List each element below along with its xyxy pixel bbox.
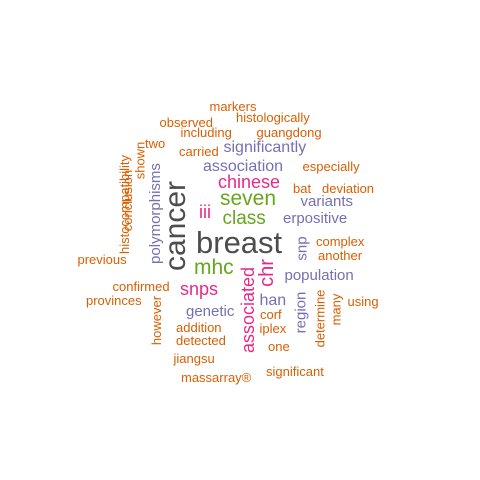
word-guangdong: guangdong	[256, 124, 322, 140]
word-polymorphisms: polymorphisms	[146, 162, 164, 264]
word-snps: snps	[180, 279, 219, 299]
word-variants: variants	[300, 192, 354, 210]
word-breast: breast	[196, 224, 283, 260]
word-observed: observed	[159, 114, 213, 130]
word-confirmed: confirmed	[112, 278, 170, 294]
word-region: region	[292, 291, 310, 333]
word-previous: previous	[77, 251, 127, 267]
word-association: association	[203, 158, 284, 175]
word-genetic: genetic	[186, 302, 235, 320]
word-associated: associated	[238, 266, 259, 354]
word-jiangsu: jiangsu	[173, 350, 215, 366]
word-using: using	[347, 293, 379, 309]
word-provinces: provinces	[86, 292, 142, 308]
word-chinese: chinese	[218, 172, 281, 192]
word-significant: significant	[266, 363, 324, 379]
word-seven: seven	[220, 186, 277, 210]
word-determine: determine	[312, 289, 328, 347]
word-massarray-: massarray®	[181, 369, 252, 385]
word-complex: complex	[316, 233, 365, 249]
word-carried: carried	[179, 143, 219, 159]
word-including: including	[180, 124, 232, 140]
word-deviation: deviation	[322, 180, 375, 196]
word-cancer: cancer	[159, 180, 193, 272]
word-iii: iii	[199, 202, 211, 222]
word-histologically: histologically	[236, 109, 310, 125]
word-chr: chr	[255, 259, 278, 287]
word-two: two	[145, 135, 166, 151]
word-class: class	[222, 207, 266, 229]
word-markers: markers	[209, 98, 257, 114]
word-addition: addition	[176, 319, 222, 335]
word-however: however	[148, 295, 164, 345]
word-one: one	[268, 338, 290, 354]
word-erpositive: erpositive	[283, 209, 348, 227]
word-significantly: significantly	[223, 139, 307, 156]
word-bat: bat	[293, 180, 312, 196]
word-another: another	[318, 247, 363, 263]
word-mhc: mhc	[194, 255, 234, 279]
word-population: population	[284, 266, 354, 284]
word-many: many	[328, 293, 344, 325]
word-detected: detected	[176, 332, 226, 348]
word-especially: especially	[302, 158, 360, 174]
word-snp: snp	[293, 235, 311, 261]
word-iplex: iplex	[259, 320, 287, 336]
word-shown: shown	[132, 141, 148, 179]
word-corf: corf	[260, 306, 282, 322]
word-han: han	[259, 292, 287, 309]
